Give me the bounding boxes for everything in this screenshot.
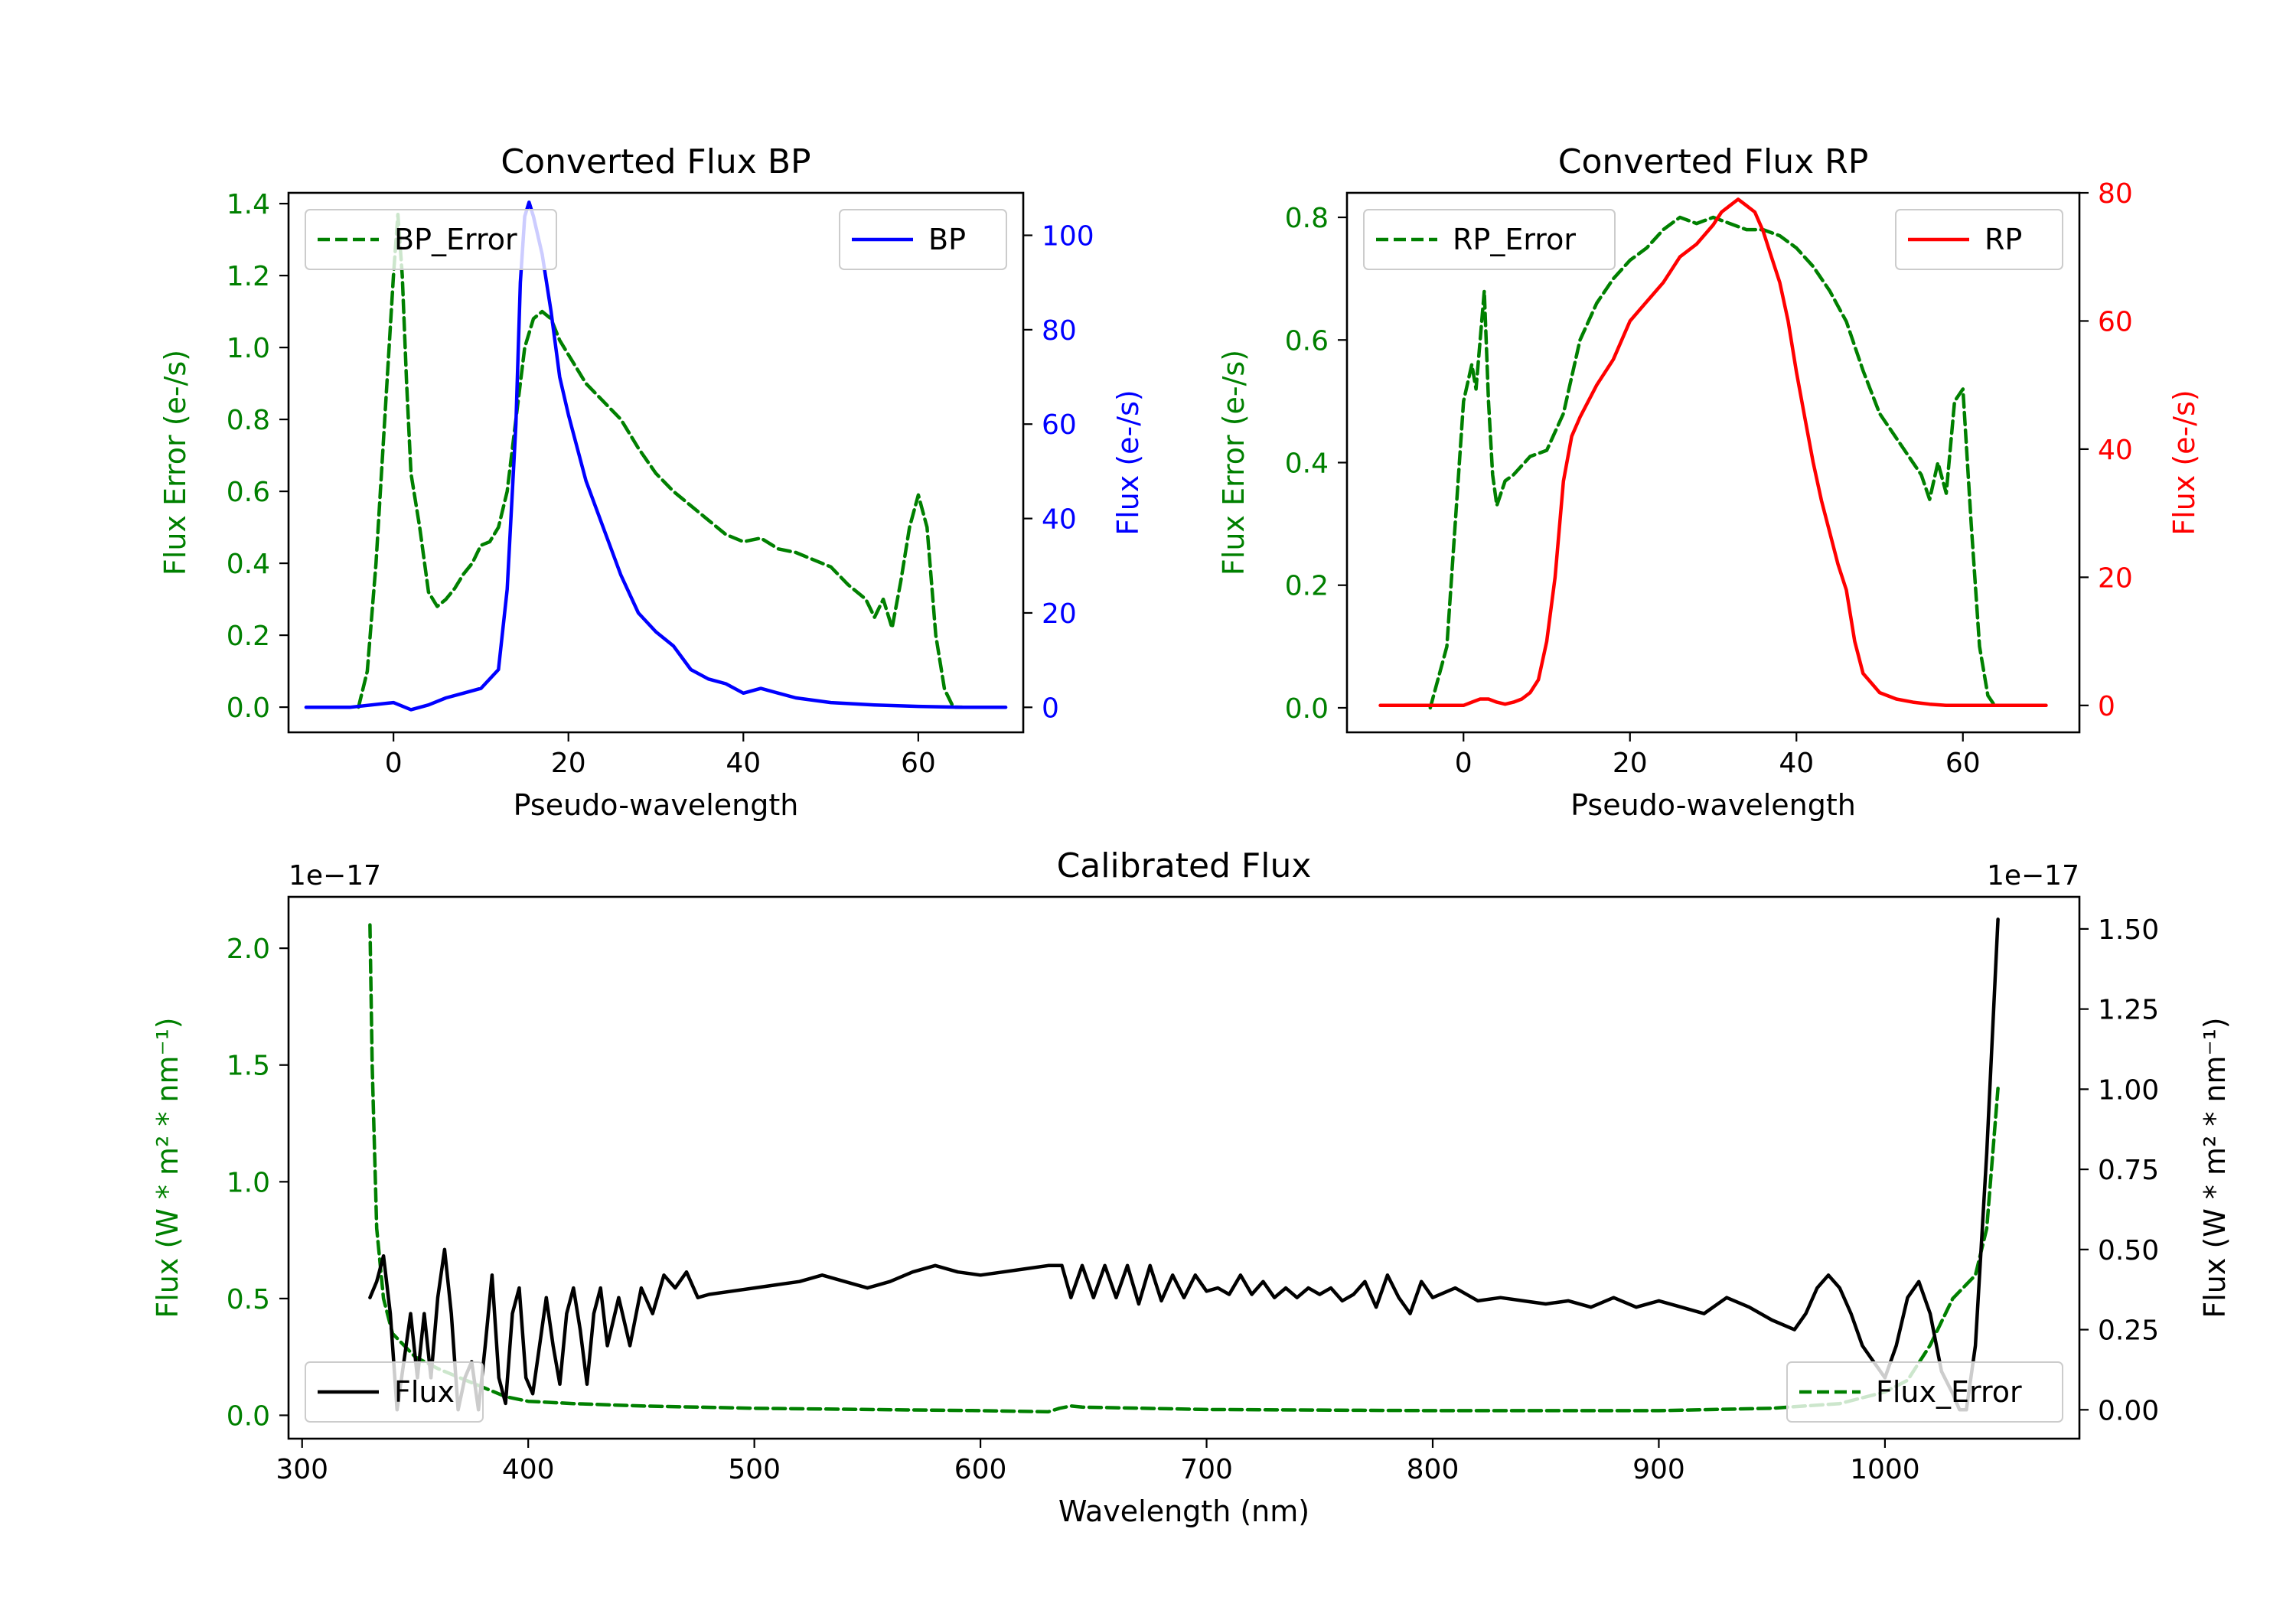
y-right-tick-label: 20	[2098, 562, 2133, 594]
series-line-bp	[304, 200, 1008, 712]
x-axis-label: Pseudo-wavelength	[514, 788, 799, 822]
legend-label: BP_Error	[394, 223, 517, 256]
x-tick-label: 800	[1407, 1454, 1459, 1485]
y-left-tick-label: 0.0	[227, 1400, 270, 1432]
chart-title: Converted Flux RP	[1558, 142, 1869, 181]
y-right-tick-label: 80	[2098, 178, 2133, 210]
y-right-tick-label: 1.25	[2098, 995, 2159, 1026]
y-right-axis-label: Flux (e-/s)	[1111, 390, 1145, 535]
x-tick-label: 300	[276, 1454, 328, 1485]
chart-calibrated: 300 400 500 600 700 800 900 1000 0.0 0.5 1.0 1.5 2.0…	[151, 846, 2232, 1528]
y-right-offset-label: 1e−17	[1987, 860, 2079, 892]
series-line-bp-error	[357, 212, 964, 709]
series-line-flux	[368, 918, 2000, 1412]
y-right-tick-label: 20	[1042, 598, 1077, 630]
legend-box	[1786, 1361, 2063, 1423]
y-right-axis-label: Flux (e-/s)	[2167, 390, 2201, 535]
x-tick-label: 20	[551, 748, 586, 779]
y-left-tick-label: 0.8	[227, 405, 270, 436]
y-left-tick-label: 0.0	[227, 693, 270, 724]
legend-label: Flux	[394, 1375, 455, 1409]
y-left-axis-label: Flux Error (e-/s)	[158, 350, 192, 575]
y-right-tick-label: 0.00	[2098, 1395, 2159, 1426]
y-right-tick-label: 1.50	[2098, 914, 2159, 946]
plot-frame	[1345, 191, 2081, 734]
legend-rp: RP	[1895, 209, 2063, 270]
chart-bp: 0 20 40 60 0.0 0.2 0.4 0.6 0.8 1.0 1.2 1.4 0 20 40 60 80…	[158, 142, 1145, 822]
x-tick-label: 0	[385, 748, 403, 779]
y-left-tick-label: 1.2	[227, 261, 270, 292]
y-right-tick-label: 0.25	[2098, 1315, 2159, 1347]
x-tick-label: 700	[1180, 1454, 1233, 1485]
x-axis-label: Pseudo-wavelength	[1570, 788, 1856, 822]
y-left-tick-label: 1.0	[227, 333, 270, 364]
y-left-tick-label: 0.5	[227, 1284, 270, 1315]
y-right-tick-label: 0.50	[2098, 1235, 2159, 1266]
x-tick-label: 600	[954, 1454, 1007, 1485]
y-right-tick-label: 0.75	[2098, 1155, 2159, 1186]
x-tick-label: 20	[1613, 748, 1648, 779]
legend-box	[305, 209, 557, 270]
legend-bp-error: BP_Error	[305, 209, 557, 270]
y-left-offset-label: 1e−17	[289, 860, 381, 892]
y-left-tick-label: 0.2	[227, 621, 270, 652]
legend-flux: Flux	[305, 1361, 484, 1423]
y-left-tick-label: 0.4	[1285, 448, 1329, 480]
legend-box	[1363, 209, 1616, 270]
plot-frame	[287, 191, 1025, 734]
y-left-axis-label: Flux (W * m² * nm⁻¹)	[151, 1017, 184, 1318]
y-right-tick-label: 40	[1042, 504, 1077, 536]
y-right-tick-label: 40	[2098, 435, 2133, 466]
legend-box	[305, 1361, 484, 1423]
y-left-axis-label: Flux Error (e-/s)	[1217, 350, 1251, 575]
series-line-rp-error	[1428, 215, 1998, 710]
y-right-tick-label: 0	[2098, 691, 2115, 722]
x-tick-label: 1000	[1850, 1454, 1920, 1485]
legend-bp: BP	[839, 209, 1007, 270]
x-tick-label: 500	[728, 1454, 781, 1485]
legend-box	[839, 209, 1007, 270]
plot-frame	[287, 895, 2081, 1440]
x-tick-label: 60	[1945, 748, 1981, 779]
y-left-tick-label: 0.8	[1285, 203, 1329, 234]
y-right-axis-label: Flux (W * m² * nm⁻¹)	[2198, 1017, 2232, 1318]
x-tick-label: 900	[1632, 1454, 1685, 1485]
series-line-rp	[1378, 197, 2048, 708]
y-right-tick-label: 100	[1042, 221, 1094, 253]
legend-flux-error: Flux_Error	[1786, 1361, 2063, 1423]
y-left-tick-label: 0.0	[1285, 693, 1329, 725]
series-line-flux-error	[368, 923, 2000, 1414]
x-tick-label: 60	[901, 748, 936, 779]
legend-label: RP_Error	[1453, 223, 1576, 256]
y-left-tick-label: 2.0	[227, 934, 270, 965]
y-left-tick-label: 0.6	[1285, 325, 1329, 357]
y-right-tick-label: 0	[1042, 693, 1059, 724]
y-right-tick-label: 1.00	[2098, 1074, 2159, 1106]
legend-label: RP	[1985, 223, 2022, 256]
y-right-tick-label: 80	[1042, 315, 1077, 347]
legend-label: Flux_Error	[1876, 1375, 2022, 1409]
legend-label: BP	[928, 223, 966, 256]
x-tick-label: 0	[1455, 748, 1473, 779]
y-right-tick-label: 60	[1042, 409, 1077, 441]
x-tick-label: 40	[1779, 748, 1814, 779]
chart-title: Calibrated Flux	[1057, 846, 1312, 885]
legend-rp-error: RP_Error	[1363, 209, 1616, 270]
y-left-tick-label: 1.4	[227, 189, 270, 220]
legend-box	[1895, 209, 2063, 270]
chart-rp: 0 20 40 60 0.0 0.2 0.4 0.6 0.8 0 20 40 60 80 Converted…	[1217, 142, 2201, 822]
x-axis-label: Wavelength (nm)	[1058, 1495, 1309, 1528]
y-right-tick-label: 60	[2098, 306, 2133, 337]
y-left-tick-label: 0.2	[1285, 571, 1329, 602]
y-left-tick-label: 1.5	[227, 1051, 270, 1082]
y-left-tick-label: 0.6	[227, 477, 270, 508]
x-tick-label: 40	[726, 748, 761, 779]
y-left-tick-label: 0.4	[227, 549, 270, 580]
x-tick-label: 400	[502, 1454, 555, 1485]
chart-title: Converted Flux BP	[501, 142, 810, 181]
y-left-tick-label: 1.0	[227, 1167, 270, 1198]
